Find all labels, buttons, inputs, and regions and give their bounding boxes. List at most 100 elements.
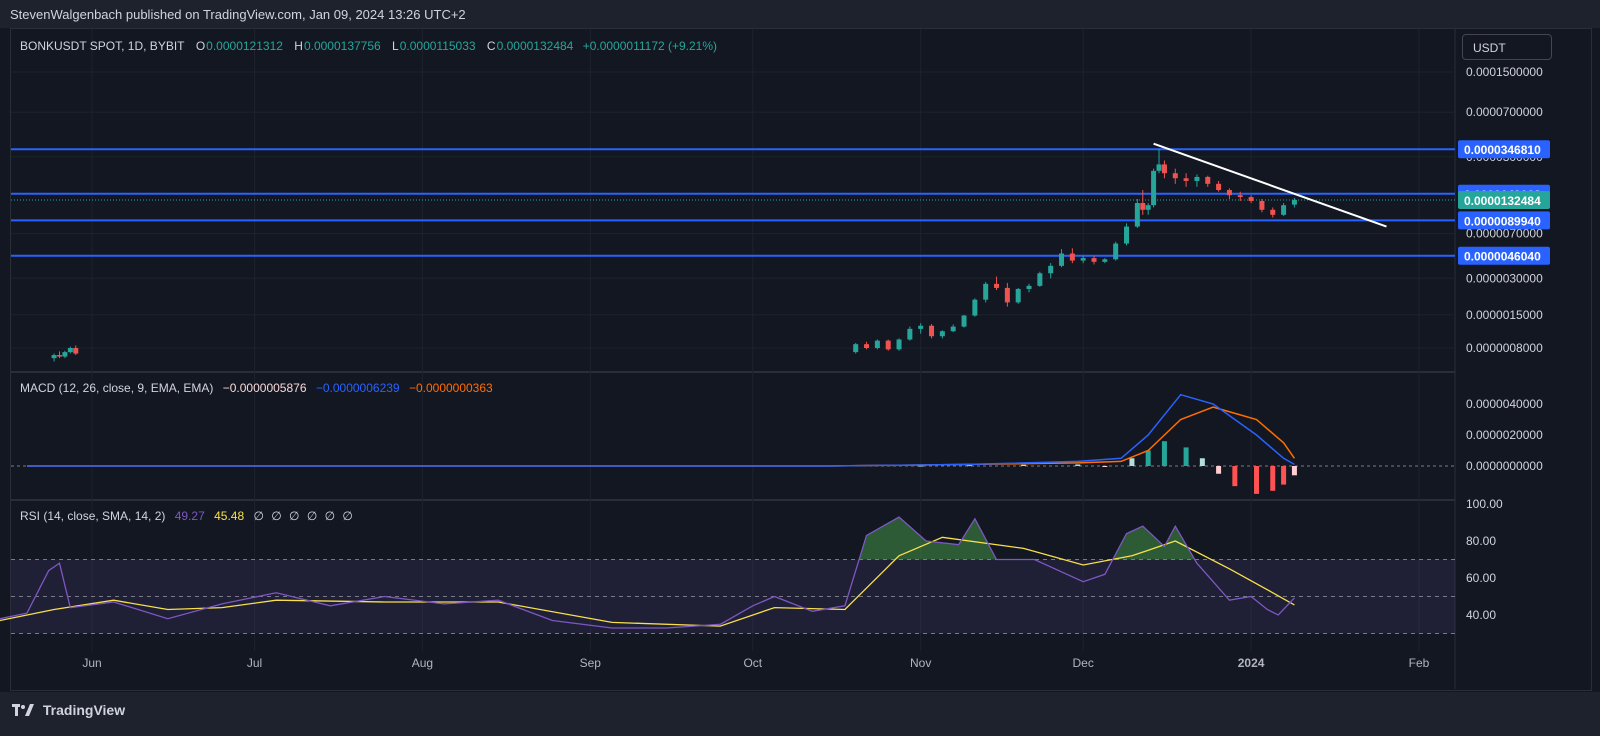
candle-body: [1291, 199, 1297, 205]
candle-body: [1059, 253, 1065, 266]
low-label: L: [392, 39, 399, 53]
candle-body: [1156, 164, 1162, 171]
price-axis-label: 0.0001500000: [1466, 65, 1543, 79]
macd-signal-value: −0.0000000363: [408, 381, 493, 395]
candle-body: [929, 325, 935, 337]
time-axis-label: Sep: [580, 656, 602, 670]
rsi-legend: RSI (14, close, SMA, 14, 2) 49.27 45.48 …: [20, 509, 359, 523]
tradingview-logo-icon: [12, 702, 37, 718]
candle-body: [1270, 209, 1276, 215]
candle-body: [1124, 226, 1130, 244]
open-value: 0.0000121312: [206, 39, 283, 53]
candle-body: [1216, 183, 1222, 191]
high-value: 0.0000137756: [303, 39, 381, 53]
rsi-axis-label: 60.00: [1466, 571, 1496, 585]
candle-body: [1140, 203, 1146, 210]
candle-body: [885, 340, 891, 350]
macd-hist-value: −0.0000005876: [222, 381, 307, 395]
rsi-title[interactable]: RSI (14, close, SMA, 14, 2): [20, 509, 166, 523]
low-value: 0.0000115033: [399, 39, 476, 53]
candle-body: [918, 325, 924, 329]
time-axis-label: Jun: [82, 656, 101, 670]
macd-axis-label: 0.0000000000: [1466, 459, 1543, 473]
candle-body: [1194, 176, 1200, 181]
candle-body: [1226, 190, 1232, 196]
publisher-bar: StevenWalgenbach published on TradingVie…: [0, 0, 1600, 28]
time-axis-label: Feb: [1409, 656, 1430, 670]
candle-body: [1069, 253, 1075, 261]
rsi-value: 49.27: [174, 509, 205, 523]
macd-histogram-bar: [1021, 464, 1027, 466]
macd-histogram-bar: [1232, 466, 1238, 487]
last-price-badge: [1458, 190, 1550, 209]
candle-body: [1102, 259, 1108, 262]
rsi-overbought-fill: [11, 517, 1295, 560]
candle-body: [853, 344, 859, 353]
macd-histogram-bar: [1281, 466, 1287, 485]
candle-body: [983, 283, 989, 300]
price-axis-label: 0.0000015000: [1466, 308, 1543, 322]
candle-body: [73, 348, 79, 354]
candle-body: [1248, 197, 1254, 201]
macd-histogram-bar: [1199, 458, 1205, 466]
price-legend: BONKUSDT SPOT, 1D, BYBIT O0.0000121312 H…: [20, 39, 721, 53]
candle-body: [1037, 273, 1043, 286]
candle-body: [939, 331, 945, 337]
macd-histogram-bar: [1102, 466, 1108, 467]
rsi-axis-label: 100.00: [1466, 497, 1503, 511]
price-level-badge: [1458, 140, 1550, 159]
price-axis-label: 0.0000008000: [1466, 341, 1543, 355]
macd-line-value: −0.0000006239: [315, 381, 400, 395]
candle-body: [874, 340, 880, 348]
time-axis-label: Aug: [412, 656, 433, 670]
candle-body: [1259, 200, 1265, 210]
macd-signal-line: [27, 406, 1296, 467]
macd-histogram-bar: [1075, 464, 1081, 466]
candle-body: [1281, 205, 1287, 215]
macd-axis-label: 0.0000020000: [1466, 428, 1543, 442]
rsi-line: [0, 516, 1295, 629]
candle-body: [1048, 265, 1054, 274]
macd-histogram-bar: [1254, 466, 1260, 494]
candle-body: [57, 355, 63, 357]
candle-body: [1172, 173, 1178, 179]
rsi-axis-label: 80.00: [1466, 534, 1496, 548]
macd-histogram-bar: [918, 465, 924, 467]
high-label: H: [294, 39, 303, 53]
candle-body: [1161, 164, 1167, 174]
candle-body: [907, 328, 913, 340]
candle-body: [1134, 203, 1140, 227]
candle-body: [972, 299, 978, 316]
close-value: 0.0000132484: [496, 39, 574, 53]
chart-frame[interactable]: [10, 28, 1592, 691]
macd-histogram-bar: [1216, 466, 1222, 474]
price-level-label: 0.0000046040: [1464, 250, 1541, 264]
candle-body: [1091, 258, 1097, 262]
trendline: [1153, 142, 1387, 228]
footer-bar: [0, 692, 1600, 736]
brand[interactable]: TradingView: [12, 702, 125, 718]
macd-histogram-bar: [1291, 466, 1297, 476]
macd-histogram-bar: [966, 465, 972, 467]
price-level-label: 0.0000089940: [1464, 214, 1541, 228]
candle-body: [1205, 176, 1211, 184]
candle-body: [1080, 258, 1086, 261]
macd-title[interactable]: MACD (12, 26, close, 9, EMA, EMA): [20, 381, 214, 395]
rsi-ma-line: [0, 536, 1295, 627]
time-axis-label: Jul: [247, 656, 262, 670]
price-level-badge: [1458, 211, 1550, 230]
candle-body: [896, 339, 902, 350]
candle-body: [1237, 195, 1243, 198]
currency-button[interactable]: USDT: [1462, 34, 1552, 60]
price-axis-label: 0.0000070000: [1466, 227, 1543, 241]
time-axis-label: Oct: [743, 656, 762, 670]
candles-group: [51, 148, 1297, 362]
macd-histogram-bar: [1129, 458, 1135, 466]
macd-histogram-bar: [1161, 441, 1167, 466]
time-axis-label: Nov: [910, 656, 931, 670]
candle-body: [1026, 285, 1032, 289]
symbol-label[interactable]: BONKUSDT SPOT, 1D, BYBIT: [20, 39, 185, 53]
rsi-ma-value: 45.48: [214, 509, 245, 523]
candle-body: [864, 344, 870, 348]
